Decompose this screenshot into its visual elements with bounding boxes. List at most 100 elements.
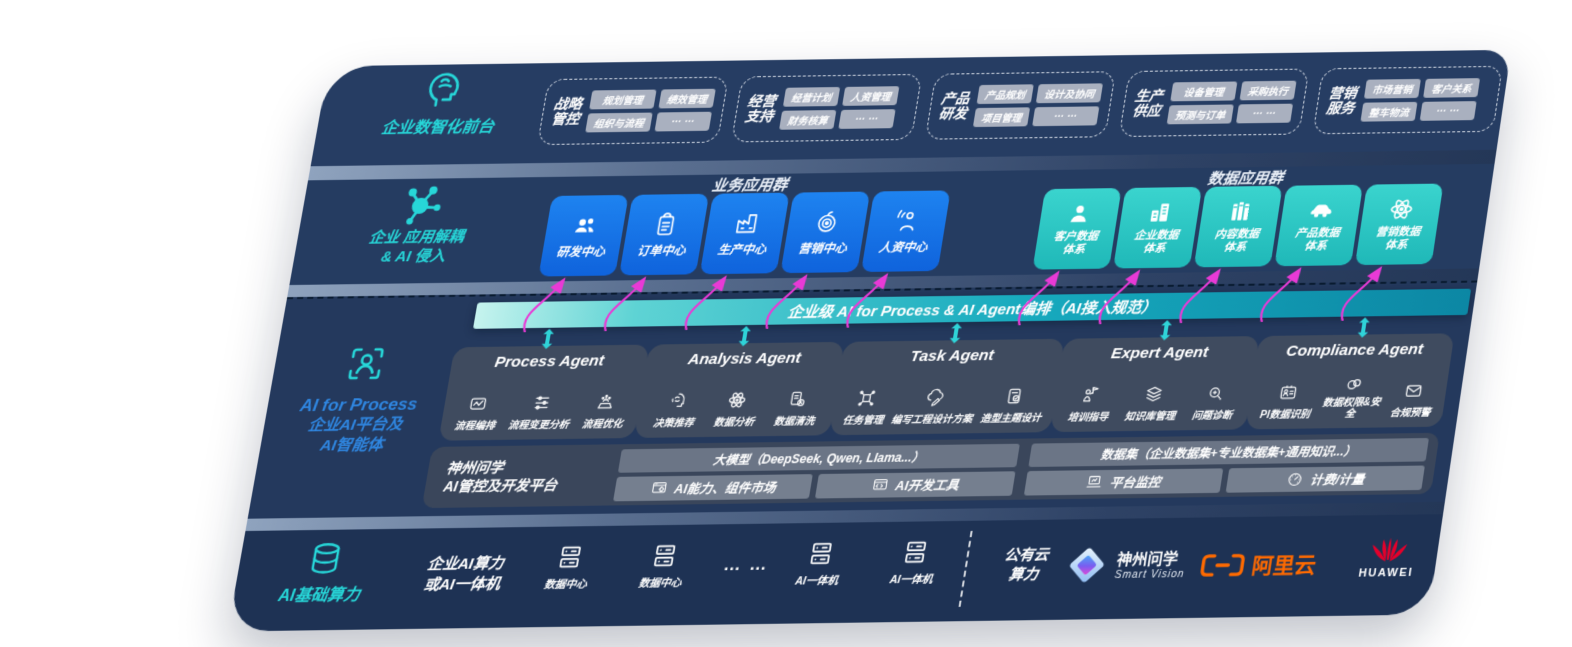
agent-item: 培训指导	[1067, 385, 1114, 424]
agent-item-label: 流程优化	[580, 418, 624, 431]
id-card-icon	[1277, 382, 1300, 403]
agent-item-label: 任务管理	[841, 415, 884, 427]
ai-platform-layer: 企业级 AI for Process & AI Agent编排（AI接入规范） …	[247, 280, 1478, 519]
cell-label: 计费/计量	[1309, 472, 1366, 488]
front-group-title: 营销 服务	[1325, 84, 1359, 116]
core-label-line1: AI for Process	[298, 394, 419, 416]
front-chip: … …	[1419, 101, 1477, 121]
updown-arrow-icon	[1354, 317, 1375, 338]
node-ai-appliance-2: AI一体机	[869, 537, 958, 587]
front-chip: … …	[654, 111, 712, 132]
huawei-name: HUAWEI	[1357, 566, 1414, 580]
agents-row: Process Agent 流程编排 流程变更分析 流程优化	[438, 333, 1455, 441]
agent-item: 编写工程设计方案	[890, 387, 977, 427]
agent-item: 合规预警	[1389, 380, 1435, 419]
mail-alert-icon	[1402, 380, 1425, 401]
front-chip: 项目管理	[972, 107, 1031, 128]
agent-item: 知识库管理	[1124, 384, 1181, 423]
front-chip: 整车物流	[1360, 101, 1418, 122]
smartvision-name: 神州问学	[1115, 550, 1180, 569]
data-box-enterprise: 企业数据 体系	[1113, 186, 1203, 269]
agent-item-label: 问题诊断	[1190, 410, 1234, 423]
front-group-title: 经营 支持	[744, 92, 777, 124]
core-label-block: AI for Process 企业AI平台及 AI智能体	[269, 341, 451, 457]
front-group-supply: 生产 供应 设备管理 采购执行 预测与订单 … …	[1118, 68, 1310, 138]
node-label: AI一体机	[794, 574, 839, 588]
model-cells: AI能力、组件市场 AI开发工具	[613, 470, 1016, 501]
data-box-label: 内容数据 体系	[1213, 228, 1260, 254]
dataset-cells: 平台监控 计费/计量	[1023, 464, 1425, 496]
front-group-chips: 设备管理 采购执行 预测与订单 … …	[1166, 80, 1297, 125]
app-box-label: 生产中心	[716, 241, 768, 257]
node-datacenter-1: 数据中心	[524, 542, 614, 592]
agent-item-label: 培训指导	[1066, 412, 1109, 424]
front-chip: … …	[838, 109, 896, 129]
front-group-chips: 市场营销 客户关系 整车物流 … …	[1360, 78, 1481, 122]
app-box-order-center: 订单中心	[619, 193, 710, 276]
front-chip: 市场营销	[1363, 78, 1421, 99]
atom-icon	[1386, 196, 1416, 223]
task-grid-icon	[855, 388, 879, 409]
enterprise-compute-label: 企业AI算力 或AI一体机	[422, 554, 506, 594]
agent-item: 决策推荐	[652, 390, 699, 430]
front-group-product: 产品 研发 产品规划 设计及协同 项目管理 … …	[924, 71, 1116, 140]
front-chip: 设计及协同	[1035, 83, 1104, 104]
agent-item-label: 编写工程设计方案	[890, 413, 974, 427]
front-chip: … …	[1032, 106, 1100, 127]
data-box-customer: 客户数据 体系	[1032, 188, 1122, 270]
front-groups: 战略 管控 规划管理 绩效管理 组织与流程 … … 经营 支持 经营计划	[536, 65, 1503, 146]
agent-card-expert: Expert Agent 培训指导 知识库管理 问题诊断	[1050, 336, 1260, 433]
devtools-icon	[870, 476, 890, 494]
front-office-layer: 企业数智化前台 战略 管控 规划管理 绩效管理 组织与流程 … … 经营	[310, 49, 1512, 167]
front-group-title: 战略 管控	[550, 95, 584, 127]
agent-item: 造型主题设计	[979, 386, 1046, 425]
layers-icon	[1142, 384, 1165, 405]
car-icon	[1306, 197, 1336, 224]
molecule-icon	[395, 182, 449, 229]
dev-platform-label: 神州问学 AI管控及开发平台	[442, 458, 559, 495]
data-box-label: 客户数据 体系	[1052, 230, 1099, 257]
agent-item: 任务管理	[842, 388, 889, 427]
node-label: 数据中心	[543, 578, 588, 592]
smartvision-subtitle: Smart Vision	[1113, 568, 1186, 582]
updown-arrow-icon	[946, 323, 967, 344]
perspective-stage: 企业数智化前台 战略 管控 规划管理 绩效管理 组织与流程 … … 经营	[227, 50, 1511, 632]
node-datacenter-2: 数据中心	[618, 541, 708, 591]
orchestration-bar-label: 企业级 AI for Process & AI Agent编排（AI接入规范）	[786, 298, 1158, 321]
vendor-aliyun: 阿里云	[1198, 549, 1318, 581]
front-group-title: 产品 研发	[938, 89, 971, 122]
app-box-label: 人资中心	[878, 239, 929, 255]
front-group-title-line: 管控	[550, 110, 581, 127]
public-cloud-label: 公有云 算力	[1003, 547, 1050, 584]
front-chip: 财务核算	[779, 109, 837, 130]
agent-item-label: 决策推荐	[652, 417, 695, 430]
data-box-marketing: 营销数据 体系	[1354, 183, 1444, 266]
app-box-label: 营销中心	[797, 240, 849, 256]
link-icon	[1343, 374, 1366, 395]
agent-item: 问题诊断	[1191, 383, 1237, 422]
infra-label-block: AI基础算力	[260, 539, 385, 606]
aliyun-name: 阿里云	[1250, 553, 1318, 579]
agent-items: 流程编排 流程变更分析 流程优化	[448, 370, 638, 434]
front-office-label-block: 企业数智化前台	[351, 67, 534, 138]
agent-item: 流程变更分析	[507, 392, 574, 432]
agent-items: 任务管理 编写工程设计方案 造型主题设计	[838, 364, 1052, 429]
dataset-bar: 数据集（企业数据集+专业数据集+通用知识...）	[1027, 437, 1430, 467]
agent-card-process: Process Agent 流程编排 流程变更分析 流程优化	[438, 344, 650, 441]
updown-arrow-icon	[734, 325, 755, 347]
cell-ai-capability-market: AI能力、组件市场	[613, 473, 814, 501]
app-box-marketing-center: 营销中心	[780, 191, 871, 274]
agent-item: 流程优化	[580, 391, 628, 431]
agent-item-label: 合规预警	[1389, 407, 1432, 420]
apps-label-line2: & AI 侵入	[379, 247, 447, 266]
target-icon	[812, 208, 842, 235]
front-office-label: 企业数智化前台	[379, 118, 496, 138]
front-group-title-line: 产品	[940, 89, 971, 107]
data-box-label: 产品数据 体系	[1294, 227, 1341, 253]
infrastructure-layer: AI基础算力 企业AI算力 或AI一体机 数据中心 数据中心 … … AI一体机…	[227, 514, 1444, 632]
front-group-operation: 经营 支持 经营计划 人资管理 财务核算 … …	[730, 73, 923, 143]
front-group-title-line: 营销	[1327, 84, 1359, 101]
front-group-marketing: 营销 服务 市场营销 客户关系 整车物流 … …	[1312, 65, 1503, 135]
front-chip: 人资管理	[842, 86, 900, 106]
